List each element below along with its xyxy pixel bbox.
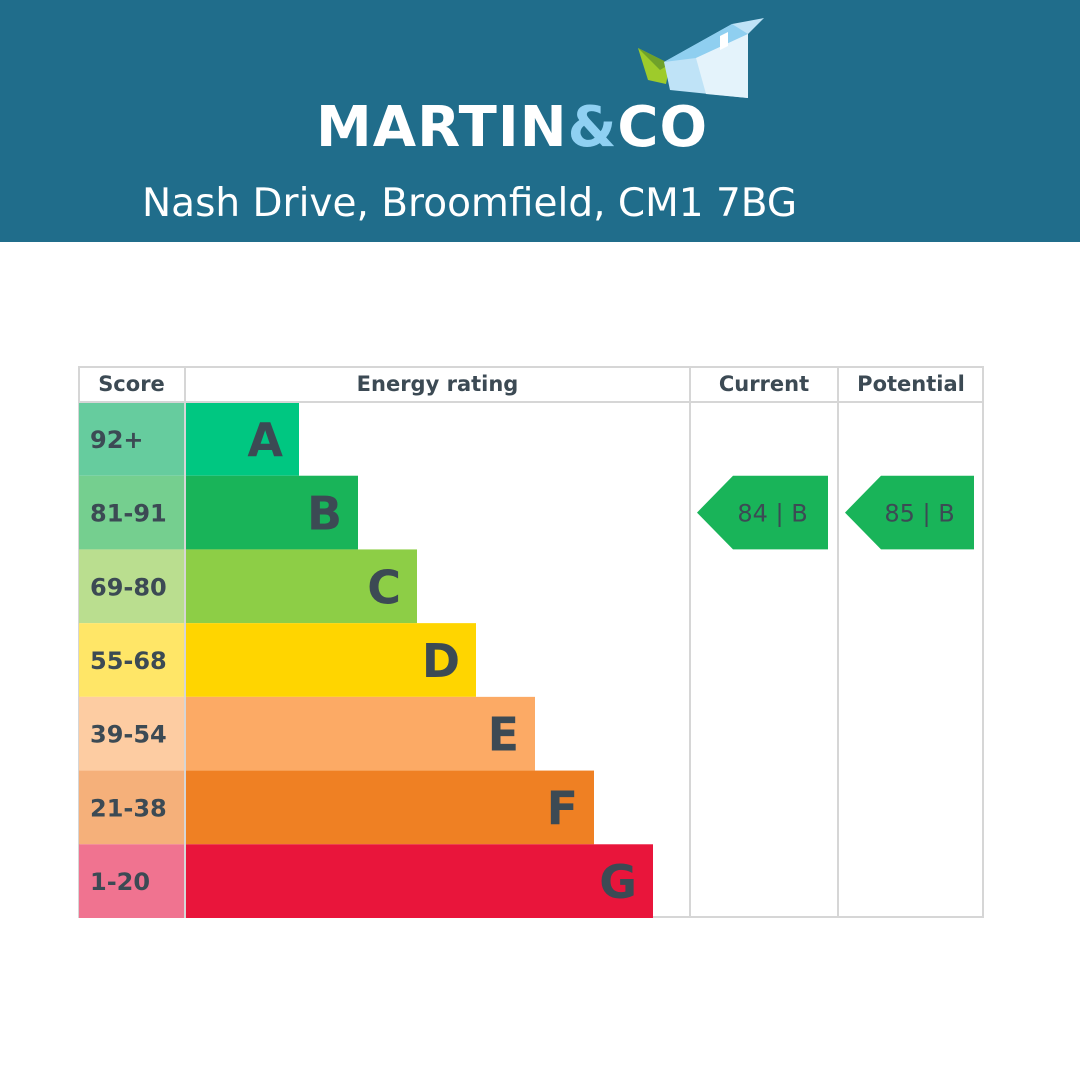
potential-rating-arrow bbox=[845, 475, 974, 550]
potential-rating-label: 85 | B bbox=[884, 500, 954, 528]
rating-letter-e: E bbox=[488, 708, 519, 762]
score-label-b: 81-91 bbox=[90, 500, 167, 528]
score-cell-d bbox=[79, 623, 185, 697]
rating-letter-g: G bbox=[599, 855, 637, 909]
current-rating-arrow bbox=[697, 475, 828, 550]
score-cell-a bbox=[79, 402, 185, 476]
brand-name-part2: CO bbox=[617, 95, 709, 160]
score-label-d: 55-68 bbox=[90, 647, 167, 675]
brand-name-part1: MARTIN bbox=[316, 95, 568, 160]
score-label-g: 1-20 bbox=[90, 868, 150, 896]
score-cell-e bbox=[79, 696, 185, 771]
rating-letter-c: C bbox=[367, 560, 401, 614]
score-cell-f bbox=[79, 770, 185, 845]
header-score: Score bbox=[98, 372, 165, 396]
score-label-c: 69-80 bbox=[90, 573, 167, 601]
house-roof-icon bbox=[638, 18, 764, 98]
score-cell-g bbox=[79, 844, 185, 918]
rating-letter-a: A bbox=[247, 413, 283, 467]
epc-chart: Score Energy rating Current Potential 92+ A 81… bbox=[78, 366, 984, 918]
rating-bar-g bbox=[185, 844, 653, 918]
header-current: Current bbox=[719, 372, 809, 396]
header-energy-rating: Energy rating bbox=[357, 372, 519, 396]
rating-bar-a bbox=[185, 402, 299, 476]
score-label-f: 21-38 bbox=[90, 794, 167, 822]
brand-logo: MARTIN&CO bbox=[316, 96, 708, 160]
rating-letter-f: F bbox=[547, 781, 578, 835]
rating-bar-f bbox=[185, 770, 594, 845]
rating-letter-d: D bbox=[422, 634, 460, 688]
score-cell-c bbox=[79, 549, 185, 624]
header-banner: MARTIN&CO Nash Drive, Broomfield, CM1 7B… bbox=[0, 0, 1080, 242]
rating-bar-e bbox=[185, 696, 535, 771]
header-potential: Potential bbox=[857, 372, 965, 396]
score-label-e: 39-54 bbox=[90, 721, 167, 749]
score-cell-b bbox=[79, 475, 185, 550]
epc-chart-svg: Score Energy rating Current Potential 92+ A 81… bbox=[78, 366, 984, 918]
rating-letter-b: B bbox=[307, 487, 342, 541]
brand-ampersand: & bbox=[567, 95, 618, 160]
rating-bar-b bbox=[185, 475, 358, 550]
rating-bar-d bbox=[185, 623, 476, 697]
property-address: Nash Drive, Broomfield, CM1 7BG bbox=[142, 181, 798, 226]
score-label-a: 92+ bbox=[90, 426, 144, 454]
rating-bar-c bbox=[185, 549, 417, 624]
current-rating-label: 84 | B bbox=[737, 500, 807, 528]
